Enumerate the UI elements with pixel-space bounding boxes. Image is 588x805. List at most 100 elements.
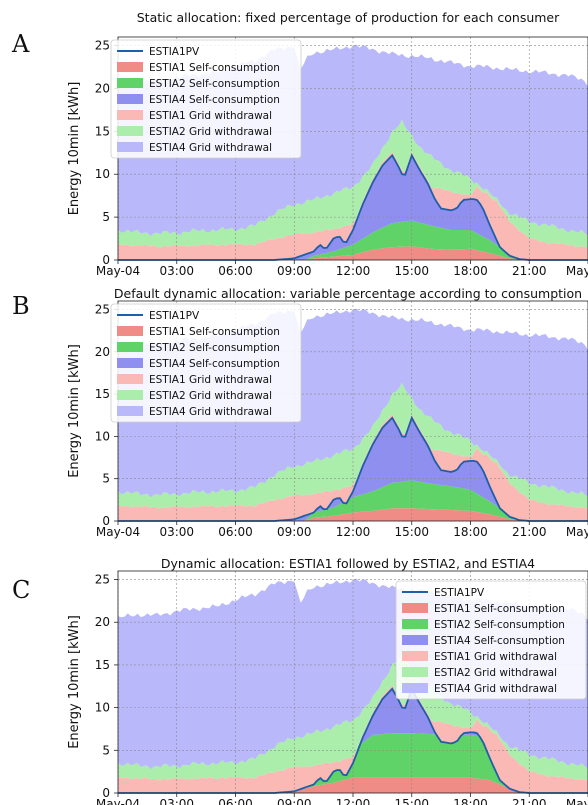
legend-entry-label: ESTIA4 Grid withdrawal xyxy=(434,683,557,695)
x-tick-label: 06:00 xyxy=(218,797,253,805)
chart-title: Static allocation: fixed percentage of p… xyxy=(137,10,560,25)
legend: ESTIA1PV ESTIA1 Self-consumption ESTIA2 Se… xyxy=(395,580,587,700)
legend-entry-label: ESTIA2 Grid withdrawal xyxy=(434,667,557,679)
x-tick-label: 03:00 xyxy=(159,264,194,278)
x-tick-label: 15:00 xyxy=(394,525,429,539)
legend-entry-label: ESTIA1PV xyxy=(149,310,200,322)
legend-entry-label: ESTIA1 Grid withdrawal xyxy=(149,110,272,122)
legend-patch-swatch xyxy=(117,94,143,104)
estia4-self-consumption-area xyxy=(118,155,588,260)
y-axis-label: Energy 10min [kWh] xyxy=(67,344,82,478)
legend-entry-label: ESTIA4 Self-consumption xyxy=(434,635,565,647)
y-tick-label: 10 xyxy=(95,429,110,443)
y-tick-label: 5 xyxy=(102,743,110,757)
legend-patch-swatch xyxy=(402,635,428,645)
y-tick-label: 15 xyxy=(95,658,110,672)
legend: ESTIA1PV ESTIA1 Self-consumption ESTIA2 Se… xyxy=(110,39,302,159)
estia1-self-consumption-area xyxy=(118,777,588,793)
y-tick-label: 25 xyxy=(95,302,110,316)
y-tick-label: 25 xyxy=(95,573,110,587)
legend-patch-swatch xyxy=(402,619,428,629)
estia1-grid-withdrawal-area xyxy=(118,414,588,521)
x-tick-label: 21:00 xyxy=(512,264,547,278)
legend-patch-swatch xyxy=(117,62,143,72)
legend-entry-label: ESTIA1 Self-consumption xyxy=(434,603,565,615)
panel-label: B xyxy=(12,292,30,320)
legend-patch-swatch xyxy=(117,142,143,152)
legend: ESTIA1PV ESTIA1 Self-consumption ESTIA2 Se… xyxy=(110,303,302,423)
legend-entry-label: ESTIA2 Grid withdrawal xyxy=(149,126,272,138)
legend-box xyxy=(395,580,587,700)
x-tick-label: May-04 xyxy=(96,525,140,539)
x-tick-label: 09:00 xyxy=(277,525,312,539)
y-tick-label: 10 xyxy=(95,167,110,181)
y-axis-label: Energy 10min [kWh] xyxy=(67,615,82,749)
x-tick-label: May-05 xyxy=(566,797,588,805)
panel-label: A xyxy=(11,30,30,58)
legend-entry-label: ESTIA2 Grid withdrawal xyxy=(149,390,272,402)
legend-entry-label: ESTIA1 Grid withdrawal xyxy=(434,651,557,663)
x-tick-label: May-05 xyxy=(566,264,588,278)
y-tick-label: 25 xyxy=(95,39,110,53)
y-tick-label: 15 xyxy=(95,387,110,401)
legend-entry-label: ESTIA1 Self-consumption xyxy=(149,62,280,74)
y-axis-label: Energy 10min [kWh] xyxy=(67,82,82,216)
legend-entry-label: ESTIA4 Self-consumption xyxy=(149,358,280,370)
x-tick-label: May-04 xyxy=(96,264,140,278)
x-tick-label: 18:00 xyxy=(453,797,488,805)
legend-patch-swatch xyxy=(402,667,428,677)
estia2-grid-withdrawal-area xyxy=(118,382,588,509)
legend-patch-swatch xyxy=(402,603,428,613)
legend-entry-label: ESTIA4 Grid withdrawal xyxy=(149,406,272,418)
chart-title: Default dynamic allocation: variable per… xyxy=(114,286,582,301)
legend-entry-label: ESTIA1PV xyxy=(149,46,200,58)
x-tick-label: 15:00 xyxy=(394,797,429,805)
y-tick-label: 20 xyxy=(95,81,110,95)
legend-entry-label: ESTIA2 Self-consumption xyxy=(149,78,280,90)
chart-panel-b: May-04 03:00 06:00 09:00 12:00 15:00 18:00 21:0… xyxy=(12,286,588,539)
legend-patch-swatch xyxy=(117,78,143,88)
y-tick-label: 0 xyxy=(102,514,110,528)
y-tick-label: 0 xyxy=(102,786,110,800)
y-tick-label: 10 xyxy=(95,701,110,715)
legend-box xyxy=(110,39,302,159)
y-tick-label: 5 xyxy=(102,472,110,486)
legend-patch-swatch xyxy=(117,126,143,136)
legend-box xyxy=(110,303,302,423)
estia1-grid-withdrawal-area xyxy=(118,151,588,260)
legend-entry-label: ESTIA2 Self-consumption xyxy=(149,342,280,354)
legend-patch-swatch xyxy=(117,326,143,336)
x-tick-label: 06:00 xyxy=(218,525,253,539)
chart-title: Dynamic allocation: ESTIA1 followed by E… xyxy=(161,556,535,571)
x-tick-label: 03:00 xyxy=(159,525,194,539)
estia1-grid-withdrawal-area xyxy=(118,685,588,793)
x-tick-label: 15:00 xyxy=(394,264,429,278)
y-tick-label: 0 xyxy=(102,253,110,267)
y-tick-label: 5 xyxy=(102,210,110,224)
panel-label: C xyxy=(12,576,30,604)
legend-entry-label: ESTIA2 Self-consumption xyxy=(434,619,565,631)
legend-patch-swatch xyxy=(117,390,143,400)
x-tick-label: 06:00 xyxy=(218,264,253,278)
x-tick-label: 21:00 xyxy=(512,525,547,539)
x-tick-label: 18:00 xyxy=(453,264,488,278)
legend-patch-swatch xyxy=(402,651,428,661)
chart-panel-a: May-04 03:00 06:00 09:00 12:00 15:00 18:00 21:0… xyxy=(11,10,588,278)
chart-panel-c: May-04 03:00 06:00 09:00 12:00 15:00 18:00 21:0… xyxy=(12,556,588,805)
x-tick-label: 21:00 xyxy=(512,797,547,805)
legend-entry-label: ESTIA1 Grid withdrawal xyxy=(149,374,272,386)
y-tick-label: 15 xyxy=(95,124,110,138)
legend-entry-label: ESTIA1 Self-consumption xyxy=(149,326,280,338)
x-tick-label: May-04 xyxy=(96,797,140,805)
legend-patch-swatch xyxy=(117,358,143,368)
legend-patch-swatch xyxy=(117,110,143,120)
legend-patch-swatch xyxy=(402,683,428,693)
legend-patch-swatch xyxy=(117,342,143,352)
x-tick-label: 12:00 xyxy=(336,797,371,805)
x-tick-label: 09:00 xyxy=(277,264,312,278)
legend-entry-label: ESTIA4 Self-consumption xyxy=(149,94,280,106)
y-tick-label: 20 xyxy=(95,345,110,359)
y-tick-label: 20 xyxy=(95,615,110,629)
x-tick-label: May-05 xyxy=(566,525,588,539)
